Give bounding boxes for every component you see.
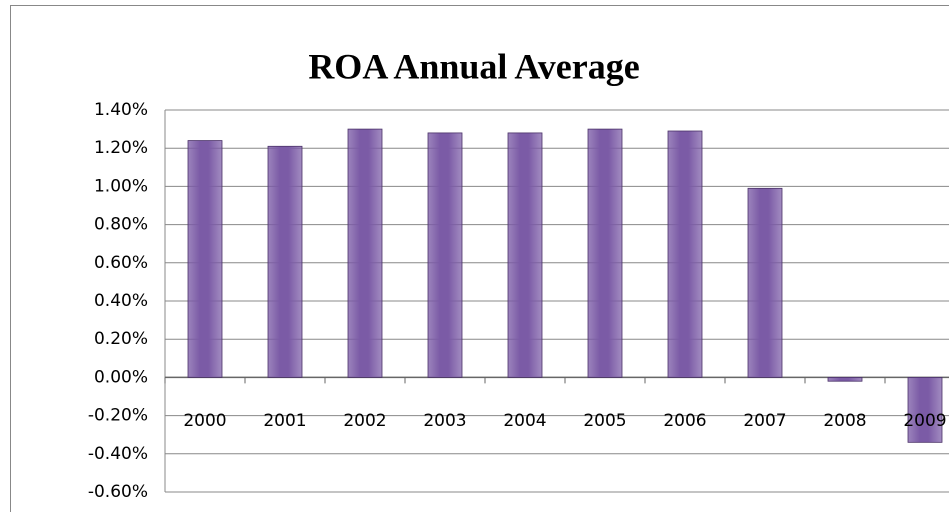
chart-frame [10,5,949,512]
chart-title: ROA Annual Average [308,46,639,86]
y-tick-label: 0.00% [94,367,148,387]
bar [827,376,863,382]
y-tick-label: 0.60% [94,253,148,273]
bar [187,140,223,378]
bar [427,132,463,378]
x-tick-label: 2009 [903,411,946,431]
y-tick-label: -0.40% [88,444,148,464]
y-tick-label: 1.20% [94,138,148,158]
y-tick-label: 0.40% [94,291,148,311]
x-tick-label: 2004 [503,411,546,431]
y-tick-label: 0.80% [94,215,148,235]
bar [907,376,943,443]
y-tick-label: 1.40% [94,100,148,120]
x-tick-label: 2005 [583,411,626,431]
x-tick-label: 2007 [743,411,786,431]
x-tick-label: 2002 [343,411,386,431]
x-tick-label: 2006 [663,411,706,431]
x-tick-label: 2008 [823,411,866,431]
x-tick-label: 2003 [423,411,466,431]
y-tick-label: 1.00% [94,176,148,196]
bar [507,132,543,378]
bar [267,145,303,378]
bar [587,128,623,378]
bar [347,128,383,378]
x-tick-label: 2001 [263,411,306,431]
bar [747,187,783,378]
y-tick-label: -0.20% [88,406,148,426]
y-tick-label: 0.20% [94,329,148,349]
bar [667,130,703,378]
y-tick-label: -0.60% [88,482,148,502]
x-tick-label: 2000 [183,411,226,431]
